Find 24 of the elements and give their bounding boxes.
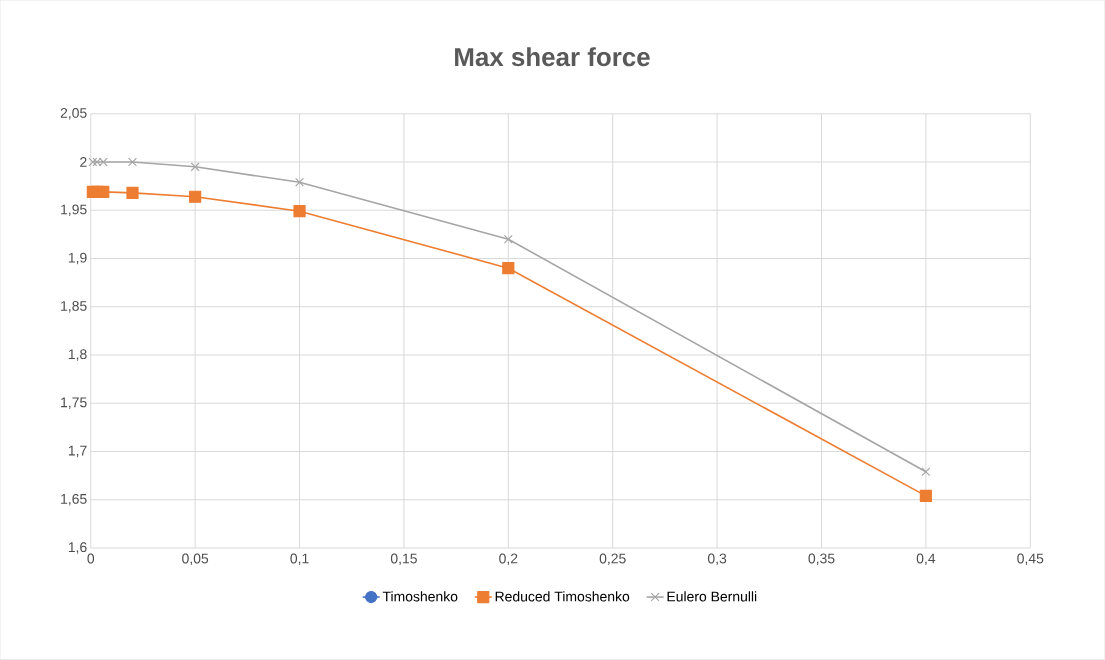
x-tick-label: 0,3 [707, 553, 727, 566]
chart-title: Max shear force [455, 47, 650, 67]
x-tick-label: 0,1 [290, 553, 309, 566]
y-tick-label: 1,85 [61, 301, 87, 313]
y-tick-label: 1,65 [61, 494, 87, 506]
x-tick-label: 0,4 [916, 553, 936, 566]
y-tick-label: 2,05 [60, 108, 87, 120]
legend-label: Reduced Timoshenko [495, 591, 630, 602]
y-tick-label: 1,7 [68, 445, 87, 458]
y-tick-label: 1,9 [68, 252, 87, 265]
x-tick-label: 0,25 [599, 553, 626, 566]
y-tick-label: 1,6 [68, 542, 87, 554]
y-tick-label: 1,8 [68, 349, 87, 361]
x-tick-label: 0,2 [499, 553, 518, 566]
x-tick-label: 0,15 [390, 553, 417, 566]
y-tick-label: 1,95 [61, 204, 87, 217]
legend-label: Eulero Bernulli [667, 591, 757, 602]
x-tick-label: 0 [87, 553, 95, 564]
legend-label: Timoshenko [382, 591, 458, 602]
y-tick-label: 2 [80, 157, 87, 167]
y-tick-label: 1,75 [61, 397, 87, 410]
x-tick-label: 0,35 [808, 553, 835, 566]
x-tick-label: 0,45 [1017, 553, 1044, 566]
x-tick-label: 0,05 [182, 553, 209, 566]
